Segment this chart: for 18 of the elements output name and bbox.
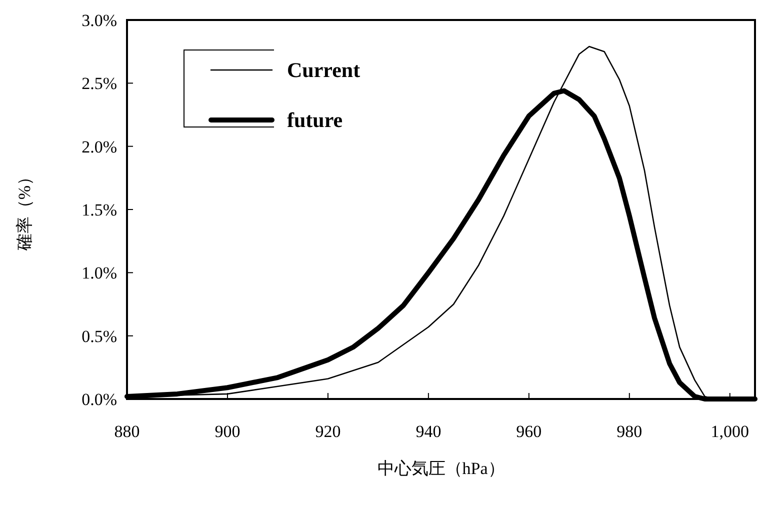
x-tick-label: 940 bbox=[416, 422, 442, 441]
y-tick-label: 1.0% bbox=[82, 264, 117, 283]
x-tick-label: 960 bbox=[516, 422, 542, 441]
x-tick-label: 900 bbox=[214, 422, 240, 441]
x-tick-label: 1,000 bbox=[710, 422, 750, 441]
legend-label: Current bbox=[287, 58, 360, 82]
legend-label: future bbox=[287, 108, 343, 132]
y-tick-label: 2.0% bbox=[82, 137, 117, 156]
x-axis-title: 中心気圧（hPa） bbox=[377, 459, 505, 478]
y-tick-label: 1.5% bbox=[82, 200, 117, 220]
x-tick-label: 980 bbox=[616, 422, 642, 441]
x-tick-label: 920 bbox=[315, 422, 341, 441]
y-tick-label: 2.5% bbox=[82, 74, 117, 94]
y-tick-label: 3.0% bbox=[82, 11, 117, 30]
y-tick-label: 0.0% bbox=[82, 390, 117, 409]
y-axis-title: 確率（%） bbox=[15, 168, 34, 252]
x-tick-label: 880 bbox=[114, 422, 140, 441]
y-tick-label: 0.5% bbox=[82, 326, 117, 346]
